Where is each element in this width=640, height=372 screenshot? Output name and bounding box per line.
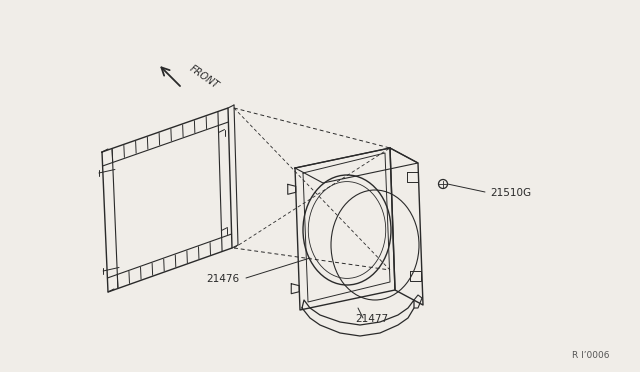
Text: 21510G: 21510G: [490, 188, 531, 198]
Text: 21476: 21476: [206, 274, 239, 284]
Text: FRONT: FRONT: [188, 64, 221, 91]
Text: 21477: 21477: [355, 314, 388, 324]
Text: R I’0006: R I’0006: [572, 351, 609, 360]
